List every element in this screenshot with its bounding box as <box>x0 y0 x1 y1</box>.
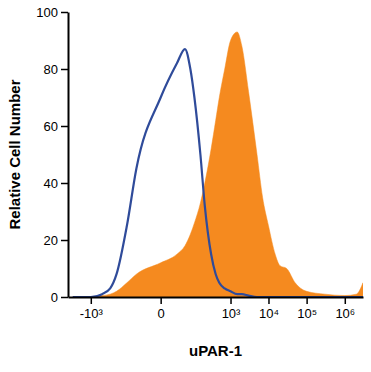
x-tick-label: 10⁴ <box>259 306 279 321</box>
y-tick-label: 40 <box>44 176 58 191</box>
y-tick-mark <box>61 126 68 128</box>
y-tick: 40 <box>44 176 68 191</box>
x-tick-mark <box>91 297 93 304</box>
x-tick-mark <box>268 297 270 304</box>
x-tick: 0 <box>158 297 165 321</box>
y-tick: 80 <box>44 62 68 77</box>
y-axis-title: Relative Cell Number <box>6 79 23 229</box>
x-tick-mark <box>306 297 308 304</box>
x-tick: -10³ <box>80 297 104 321</box>
y-tick: 100 <box>36 5 68 20</box>
x-tick-label: 10³ <box>222 306 241 321</box>
y-tick-label: 20 <box>44 233 58 248</box>
y-axis: 0 20 40 60 80 100 <box>36 5 68 305</box>
y-tick-label: 80 <box>44 62 58 77</box>
y-tick-mark <box>61 297 68 299</box>
x-tick: 10⁴ <box>259 297 279 321</box>
y-tick-mark <box>61 69 68 71</box>
x-tick: 10⁶ <box>335 297 355 321</box>
y-tick-label: 0 <box>51 290 58 305</box>
y-tick-mark <box>61 12 68 14</box>
marks <box>73 32 363 297</box>
x-tick-label: -10³ <box>80 306 104 321</box>
x-tick-label: 10⁵ <box>297 306 317 321</box>
y-tick: 0 <box>51 290 68 305</box>
x-tick-label: 0 <box>158 306 165 321</box>
x-tick-mark <box>345 297 347 304</box>
y-tick: 20 <box>44 233 68 248</box>
x-axis-line <box>69 297 364 299</box>
y-tick: 60 <box>44 119 68 134</box>
y-tick-mark <box>61 240 68 242</box>
y-tick-mark <box>61 183 68 185</box>
x-tick-mark <box>160 297 162 304</box>
x-axis-title: uPAR-1 <box>189 342 242 359</box>
x-tick-label: 10⁶ <box>335 306 355 321</box>
histogram-area <box>73 32 363 297</box>
x-tick-mark <box>230 297 232 304</box>
histogram-line <box>73 49 363 297</box>
x-tick: 10⁵ <box>297 297 317 321</box>
x-axis: -10³ 0 10³ 10⁴ 10⁵ 10⁶ <box>69 297 364 321</box>
chart: -10³ 0 10³ 10⁴ 10⁵ 10⁶ 0 20 40 60 80 100 uPAR-1 Relat… <box>0 0 371 372</box>
y-axis-line <box>68 13 70 298</box>
x-tick: 10³ <box>222 297 241 321</box>
y-tick-label: 60 <box>44 119 58 134</box>
y-tick-label: 100 <box>36 5 58 20</box>
